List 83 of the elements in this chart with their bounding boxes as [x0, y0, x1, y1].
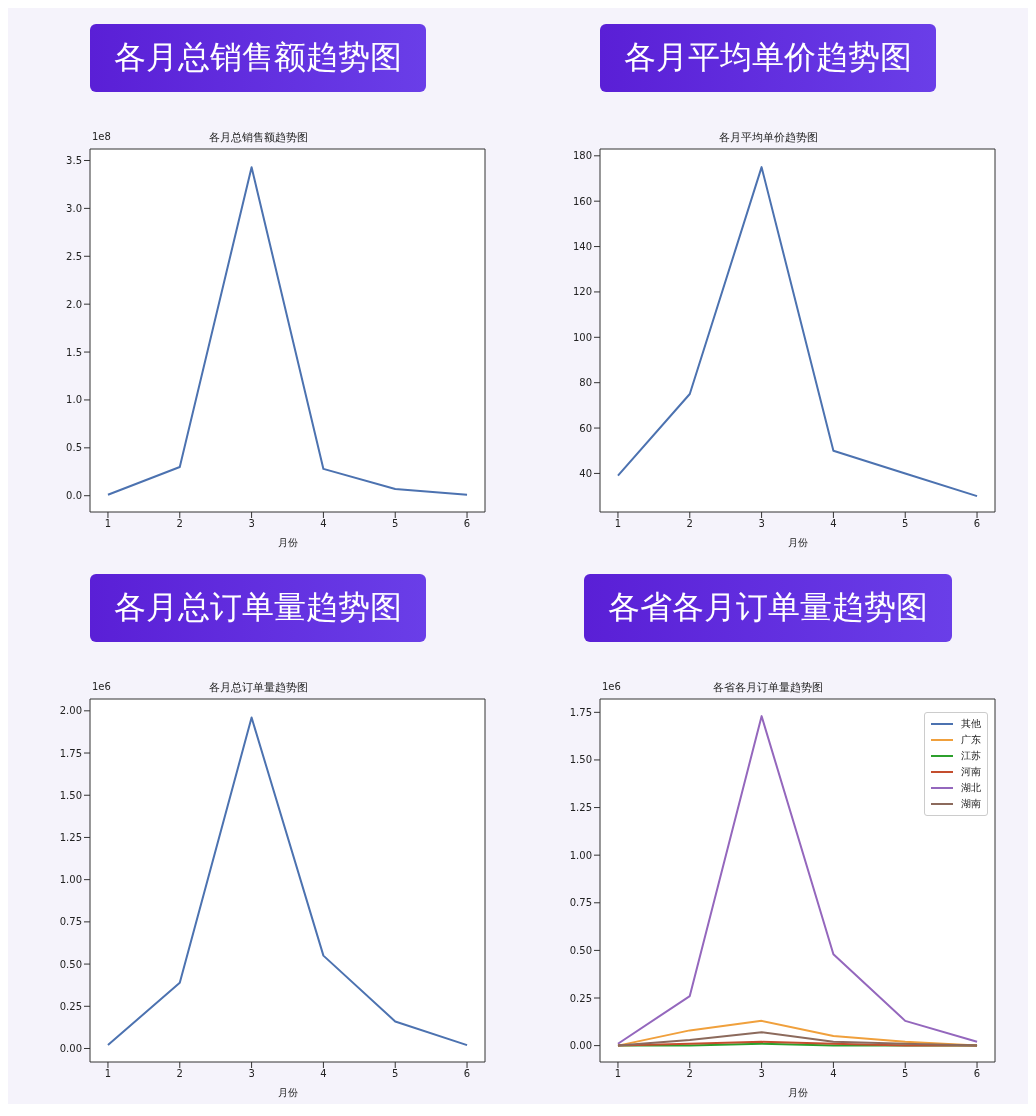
- y-tick-label: 1.5: [66, 346, 82, 358]
- y-tick-label: 2.00: [59, 705, 82, 717]
- y-tick-label: 160: [572, 195, 592, 207]
- x-tick-label: 6: [973, 518, 981, 530]
- y-tick-label: 1.25: [59, 832, 82, 843]
- x-tick-label: 4: [830, 518, 837, 530]
- y-tick-label: 0.25: [59, 1000, 82, 1012]
- y-tick-label: 0.5: [66, 442, 82, 454]
- x-axis-title: 月份: [277, 1087, 298, 1098]
- y-tick-label: 40: [579, 467, 592, 479]
- y-tick-label: 2.5: [66, 250, 82, 262]
- x-tick-label: 2: [686, 1068, 693, 1080]
- chart-title: 各月总订单量趋势图: [90, 574, 426, 642]
- y-tick-label: 2.0: [66, 298, 82, 310]
- y-tick-label: 3.5: [66, 155, 82, 167]
- chart-subtitle: 各月总销售额趋势图: [208, 131, 308, 144]
- y-tick-label: 0.0: [66, 490, 82, 502]
- line-series: [616, 1031, 979, 1047]
- y-tick-label: 0.75: [59, 916, 82, 928]
- legend-label: 广东: [961, 733, 981, 747]
- x-tick-label: 3: [758, 1068, 765, 1080]
- legend-label: 其他: [961, 717, 981, 731]
- legend-label: 河南: [961, 765, 981, 779]
- text: 1e6: [602, 681, 621, 692]
- chart-subtitle: 各月总订单量趋势图: [208, 681, 308, 694]
- y-tick-label: 0.00: [569, 1040, 592, 1052]
- x-tick-label: 4: [320, 1068, 327, 1080]
- x-tick-label: 1: [104, 518, 112, 530]
- x-tick-label: 2: [176, 518, 183, 530]
- y-tick-label: 180: [572, 150, 592, 162]
- y-tick-label: 1.00: [59, 874, 82, 886]
- x-tick-label: 5: [902, 1068, 909, 1080]
- chart-subtitle: 各省各月订单量趋势图: [713, 681, 823, 694]
- x-tick-label: 3: [758, 518, 765, 530]
- y-tick-label: 0.75: [569, 897, 592, 909]
- legend-label: 江苏: [961, 749, 981, 763]
- y-tick-label: 80: [579, 377, 592, 389]
- y-tick-label: 3.0: [66, 202, 82, 214]
- y-tick-label: 0.50: [569, 944, 592, 956]
- y-tick-label: 140: [572, 241, 592, 253]
- legend-label: 湖北: [961, 781, 981, 795]
- chart-title: 各省各月订单量趋势图: [584, 574, 952, 642]
- x-tick-label: 3: [248, 518, 255, 530]
- y-tick-label: 1.75: [59, 747, 82, 759]
- text: 1e6: [92, 681, 111, 692]
- x-tick-label: 2: [686, 518, 693, 530]
- y-tick-label: 120: [572, 286, 592, 298]
- x-tick-label: 5: [392, 518, 399, 530]
- x-axis-title: 月份: [277, 537, 298, 548]
- x-tick-label: 5: [392, 1068, 399, 1080]
- chart-subtitle: 各月平均单价趋势图: [717, 130, 819, 144]
- line-series: [616, 715, 979, 1045]
- y-tick-label: 1.75: [569, 706, 592, 718]
- y-tick-label: 60: [579, 422, 592, 434]
- legend-label: 湖南: [961, 797, 981, 811]
- y-tick-label: 1.50: [59, 789, 82, 801]
- x-tick-label: 6: [463, 518, 471, 530]
- chart-title: 各月总销售额趋势图: [90, 24, 426, 92]
- line-series: [106, 166, 469, 496]
- x-tick-label: 4: [320, 518, 327, 530]
- x-tick-label: 4: [830, 1068, 837, 1080]
- x-axis-title: 月份: [787, 537, 808, 548]
- y-tick-label: 1.00: [569, 849, 592, 861]
- chart-title: 各月平均单价趋势图: [600, 24, 936, 92]
- text: 1e8: [92, 131, 111, 142]
- x-tick-label: 6: [973, 1068, 981, 1080]
- y-tick-label: 1.0: [66, 394, 82, 406]
- y-tick-label: 1.50: [569, 754, 592, 766]
- x-tick-label: 6: [463, 1068, 471, 1080]
- y-tick-label: 0.25: [569, 992, 592, 1004]
- y-tick-label: 1.25: [569, 802, 592, 814]
- x-tick-label: 5: [902, 518, 909, 530]
- y-tick-label: 0.00: [59, 1043, 82, 1055]
- x-tick-label: 3: [248, 1068, 255, 1080]
- line-series: [616, 166, 979, 498]
- x-tick-label: 2: [176, 1068, 183, 1080]
- y-tick-label: 100: [572, 331, 592, 343]
- x-tick-label: 1: [614, 1068, 622, 1080]
- y-tick-label: 0.50: [59, 958, 82, 970]
- x-axis-title: 月份: [787, 1087, 808, 1098]
- x-tick-label: 1: [104, 1068, 112, 1080]
- line-series: [106, 716, 469, 1047]
- x-tick-label: 1: [614, 518, 622, 530]
